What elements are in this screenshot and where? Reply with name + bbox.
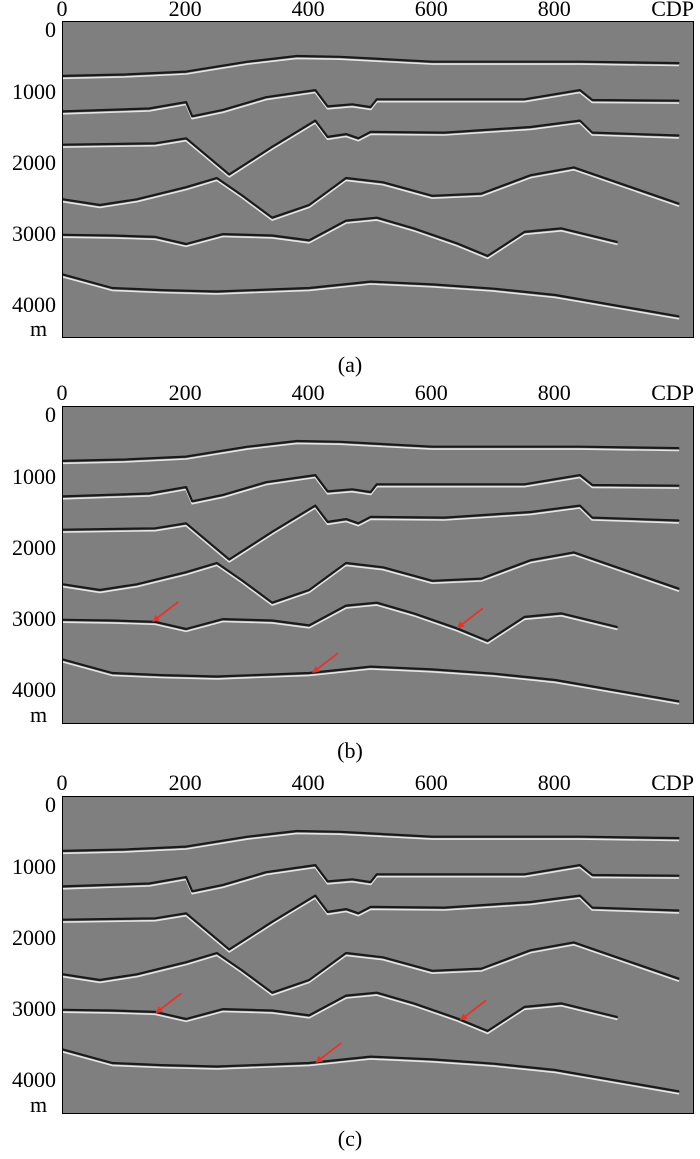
x-tick-label: 600 — [414, 380, 448, 405]
panel-b: 0 200 400 600 800 CDP 0 1000 2000 3000 4000 m (b) — [0, 380, 700, 772]
reflector-horizon-6 — [63, 1048, 680, 1093]
y-tick-label: 3000 — [12, 605, 56, 631]
reflector-horizon-3-highlight — [63, 897, 680, 953]
y-tick-label: 1000 — [12, 463, 56, 489]
y-tick-label: 4000 — [12, 1066, 56, 1092]
y-tick-label: 0 — [45, 17, 56, 42]
x-tick-label: 200 — [168, 770, 202, 795]
reflector-horizon-2 — [63, 473, 680, 503]
reflector-horizon-1 — [63, 439, 680, 463]
reflector-horizon-5-highlight — [63, 219, 618, 260]
y-tick-label: 1000 — [12, 853, 56, 879]
y-tick-label: 4000 — [12, 676, 56, 702]
y-tick-label: 2000 — [12, 534, 56, 560]
red-arrow-annotation — [152, 601, 179, 622]
y-tick-label: 4000 — [12, 291, 56, 317]
seismic-section-svg — [63, 439, 680, 705]
seismic-section-svg — [63, 54, 680, 320]
panel-caption: (c) — [337, 1126, 363, 1151]
x-tick-label: 800 — [537, 770, 571, 795]
x-tick-label: 800 — [537, 380, 571, 405]
panel-a: 0 200 400 600 800 CDP 0 1000 2000 3000 4000 m (a) — [0, 0, 700, 382]
reflector-horizon-3-highlight — [63, 122, 680, 178]
x-tick-label: 400 — [291, 0, 325, 21]
x-tick-label: 0 — [56, 0, 68, 21]
x-tick-label: 200 — [168, 0, 202, 21]
red-arrow-annotation — [155, 992, 182, 1014]
y-tick-label: 3000 — [12, 220, 56, 246]
y-tick-label: 3000 — [12, 995, 56, 1021]
x-tick-label: 200 — [168, 380, 202, 405]
y-tick-label: 2000 — [12, 149, 56, 175]
x-tick-label: 0 — [56, 380, 68, 405]
reflector-horizon-2 — [63, 863, 680, 893]
y-tick-label: 0 — [45, 792, 56, 817]
red-arrow-annotation — [312, 652, 339, 673]
x-tick-label: 600 — [414, 770, 448, 795]
reflector-horizon-1 — [63, 829, 680, 853]
seismic-section-svg — [63, 829, 680, 1095]
red-arrow-annotation — [459, 999, 487, 1021]
reflector-horizon-5 — [63, 601, 618, 643]
reflector-horizon-6 — [63, 273, 680, 318]
x-tick-label: 400 — [291, 380, 325, 405]
reflector-horizon-4 — [63, 166, 680, 219]
x-axis-unit: CDP — [651, 380, 694, 405]
reflector-horizon-3 — [63, 504, 680, 561]
reflector-horizon-3 — [63, 894, 680, 951]
reflector-horizon-4 — [63, 941, 680, 994]
reflector-horizon-5-highlight — [63, 994, 618, 1035]
y-axis-unit: m — [30, 702, 48, 727]
reflector-horizon-1-highlight — [63, 57, 680, 80]
x-axis-unit: CDP — [651, 770, 694, 795]
reflector-horizon-2 — [63, 88, 680, 118]
y-tick-label: 0 — [45, 402, 56, 427]
y-axis-unit: m — [30, 316, 48, 341]
reflector-horizon-4-highlight — [63, 944, 680, 996]
reflector-horizon-5 — [63, 216, 618, 258]
panel-c: 0 200 400 600 800 CDP 0 1000 2000 3000 4000 m (c) — [0, 770, 700, 1159]
reflector-horizon-4-highlight — [63, 169, 680, 221]
seismic-image — [62, 796, 694, 1114]
y-tick-label: 1000 — [12, 78, 56, 104]
reflector-horizon-3-highlight — [63, 507, 680, 563]
y-axis-unit: m — [30, 1092, 48, 1117]
panel-caption: (b) — [337, 738, 363, 763]
reflector-horizon-5-highlight — [63, 604, 618, 645]
panel-caption: (a) — [337, 352, 363, 377]
x-axis-unit: CDP — [651, 0, 694, 21]
red-arrow-annotation — [315, 1042, 342, 1063]
reflector-horizon-6-highlight — [63, 1051, 680, 1095]
y-tick-label: 2000 — [12, 924, 56, 950]
reflector-horizon-4-highlight — [63, 554, 680, 606]
reflector-horizon-1-highlight — [63, 442, 680, 465]
reflector-horizon-6 — [63, 658, 680, 703]
reflector-horizon-6-highlight — [63, 661, 680, 705]
x-tick-label: 400 — [291, 770, 325, 795]
reflector-horizon-4 — [63, 551, 680, 604]
reflector-horizon-1 — [63, 54, 680, 78]
red-arrow-annotation — [456, 607, 484, 629]
x-tick-label: 800 — [537, 0, 571, 21]
reflector-horizon-5 — [63, 991, 618, 1033]
seismic-image — [62, 21, 694, 338]
x-tick-label: 0 — [56, 770, 68, 795]
seismic-image — [62, 406, 694, 724]
reflector-horizon-6-highlight — [63, 276, 680, 320]
reflector-horizon-1-highlight — [63, 832, 680, 855]
x-tick-label: 600 — [414, 0, 448, 21]
reflector-horizon-3 — [63, 119, 680, 176]
